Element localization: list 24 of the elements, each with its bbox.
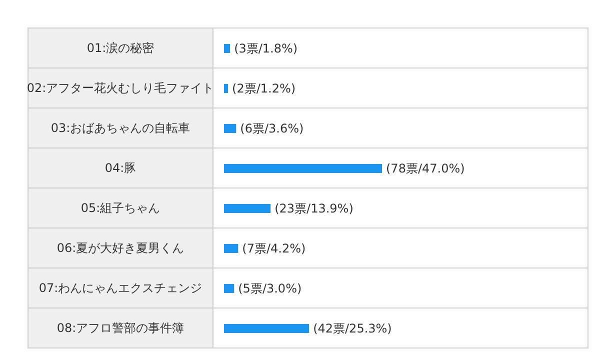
data-label: (78票/47.0%) bbox=[386, 162, 465, 176]
y-tick-label: 08:アフロ警部の事件簿 bbox=[56, 321, 184, 335]
bar bbox=[224, 124, 236, 133]
bar bbox=[224, 164, 382, 173]
data-label: (7票/4.2%) bbox=[242, 242, 306, 256]
data-label: (42票/25.3%) bbox=[313, 322, 392, 336]
bar bbox=[224, 204, 271, 213]
y-tick-label: 06:夏が大好き夏男くん bbox=[56, 241, 184, 255]
y-tick-label: 01:涙の秘密 bbox=[86, 41, 154, 55]
bar bbox=[224, 284, 234, 293]
data-label: (5票/3.0%) bbox=[238, 282, 302, 296]
bar bbox=[224, 244, 238, 253]
data-label: (3票/1.8%) bbox=[234, 42, 298, 56]
bar bbox=[224, 324, 310, 333]
y-tick-label: 03:おばあちゃんの自転車 bbox=[50, 121, 190, 135]
y-tick-label: 05:組子ちゃん bbox=[80, 201, 160, 215]
data-label: (2票/1.2%) bbox=[232, 82, 296, 96]
y-tick-label: 04:豚 bbox=[104, 161, 136, 175]
data-label: (6票/3.6%) bbox=[240, 122, 304, 136]
y-tick-label: 07:わんにゃんエクスチェンジ bbox=[38, 281, 202, 295]
bar bbox=[224, 44, 230, 53]
bar bbox=[224, 84, 228, 93]
data-label: (23票/13.9%) bbox=[274, 202, 354, 216]
y-tick-label: 02:アフター花火むしり毛ファイト bbox=[26, 81, 214, 95]
